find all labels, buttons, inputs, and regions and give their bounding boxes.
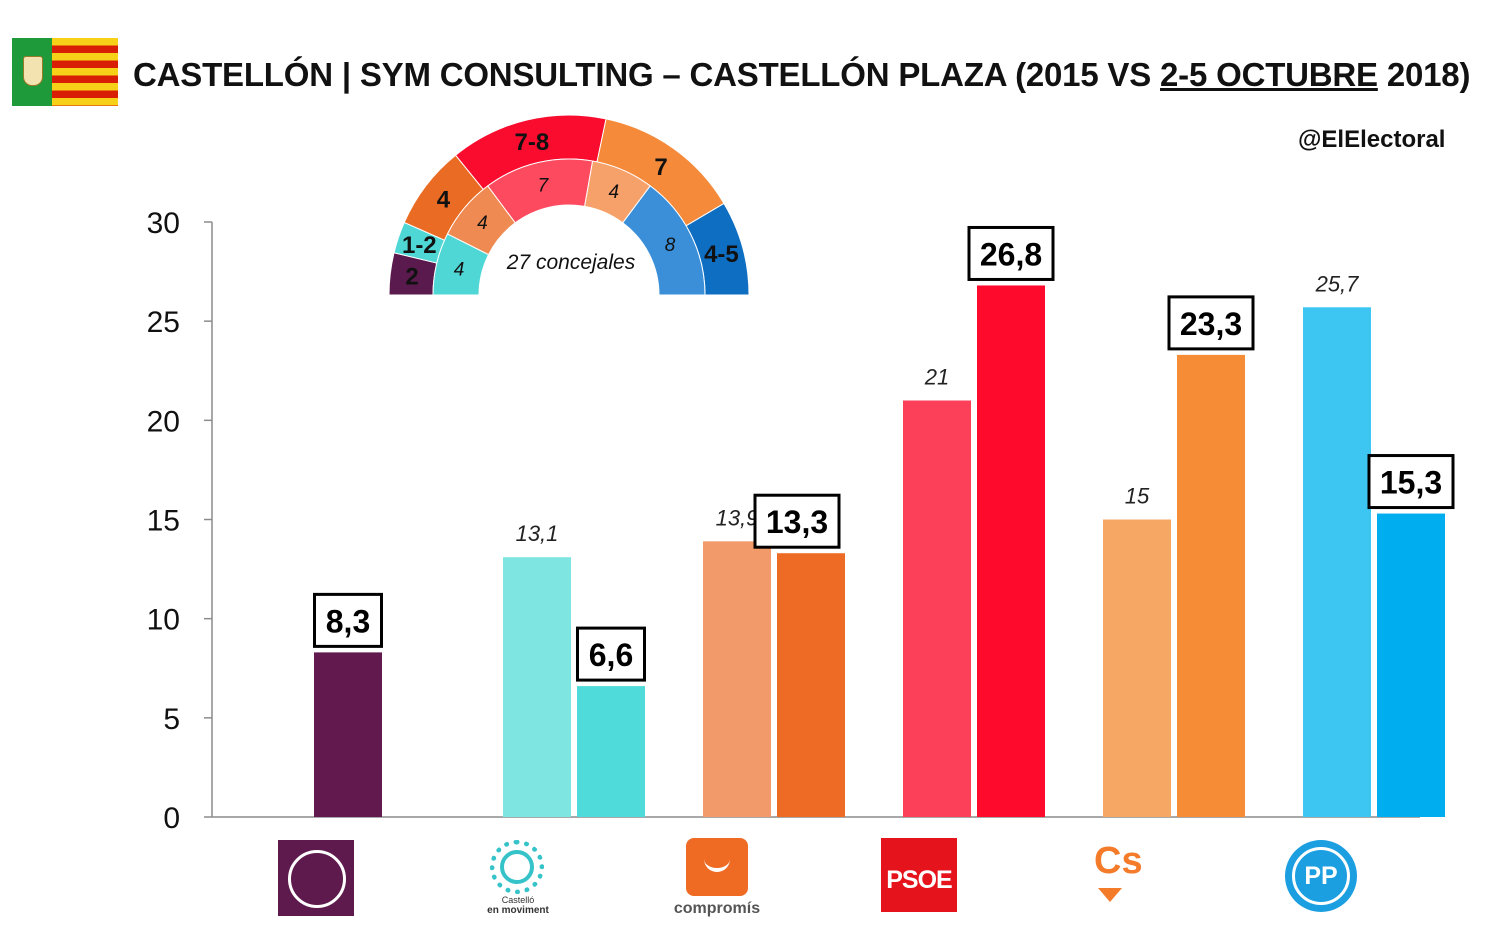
coat-of-arms-icon: [23, 56, 43, 86]
bar-2015: [703, 541, 771, 817]
bar-2018: [1377, 513, 1445, 817]
data-label-box-2018: [1367, 454, 1455, 510]
data-label-2018: 26,8: [980, 236, 1042, 272]
castello-en-moviment-logo: Castelló en moviment: [478, 838, 558, 918]
hemicycle-center-label: 27 concejales: [506, 251, 636, 274]
inner-seat-arc-label: 4: [454, 260, 465, 281]
bar-2018: [314, 652, 382, 817]
y-tick-label: 10: [147, 604, 180, 637]
y-tick-label: 30: [147, 207, 180, 240]
data-label-2015: 13,9: [716, 505, 759, 530]
y-tick-label: 20: [147, 405, 180, 438]
bar-2015: [1303, 307, 1371, 817]
compromis-logo: compromís: [672, 838, 762, 920]
data-label-2018: 15,3: [1380, 465, 1442, 501]
castellon-flag: [12, 38, 118, 106]
bar-2015: [503, 557, 571, 817]
bar-2018: [577, 686, 645, 817]
outer-seat-arc-label: 7-8: [515, 129, 550, 156]
bar-2015: [903, 400, 971, 817]
data-label-2015: 15: [1125, 484, 1150, 509]
bar-2018: [1177, 354, 1245, 817]
psoe-logo: PSOE: [881, 838, 957, 912]
chart-title: CASTELLÓN | SYM CONSULTING – CASTELLÓN P…: [133, 56, 1471, 93]
inner-seat-arc-label: 7: [538, 176, 550, 197]
inner-seat-arc-label: 4: [608, 182, 619, 203]
podemos-logo: [278, 840, 354, 916]
data-label-box-2018: [313, 592, 383, 648]
data-label-box-2018: [753, 493, 841, 549]
pp-logo: PP: [1285, 840, 1357, 912]
outer-seat-arc-label: 1-2: [402, 232, 437, 259]
data-label-2018: 6,6: [589, 637, 633, 673]
data-label-box-2018: [576, 626, 646, 682]
outer-seat-arc-label: 4-5: [704, 241, 739, 268]
data-label-2015: 25,7: [1315, 271, 1360, 296]
data-label-2018: 8,3: [326, 603, 370, 639]
outer-seat-arc-label: 4: [437, 187, 451, 214]
data-label-box-2018: [967, 225, 1055, 281]
bars: 8,3 13,1 6,6 13,9 13,3 21 26,8 15 23,3 25,7 15,3: [313, 225, 1455, 817]
y-tick-label: 0: [163, 802, 180, 835]
y-tick-label: 25: [147, 306, 180, 339]
y-tick-label: 15: [147, 505, 180, 538]
ciudadanos-logo: Cs: [1092, 840, 1156, 906]
data-label-box-2018: [1167, 295, 1255, 351]
inner-seat-arc: [622, 185, 706, 296]
data-label-2015: 21: [924, 365, 949, 390]
inner-seat-arc-label: 8: [665, 235, 676, 256]
data-label-2018: 23,3: [1180, 306, 1242, 342]
bar-2018: [777, 553, 845, 817]
bar-2015: [1103, 519, 1171, 817]
inner-seat-arc-label: 4: [477, 213, 488, 234]
data-label-2015: 13,1: [516, 521, 559, 546]
source-handle: @ElElectoral: [1298, 126, 1446, 153]
outer-seat-arc-label: 2: [405, 264, 418, 291]
data-label-2018: 13,3: [766, 504, 828, 540]
outer-seat-arc-label: 7: [654, 154, 667, 181]
bar-2018: [977, 285, 1045, 817]
y-tick-label: 5: [163, 703, 180, 736]
